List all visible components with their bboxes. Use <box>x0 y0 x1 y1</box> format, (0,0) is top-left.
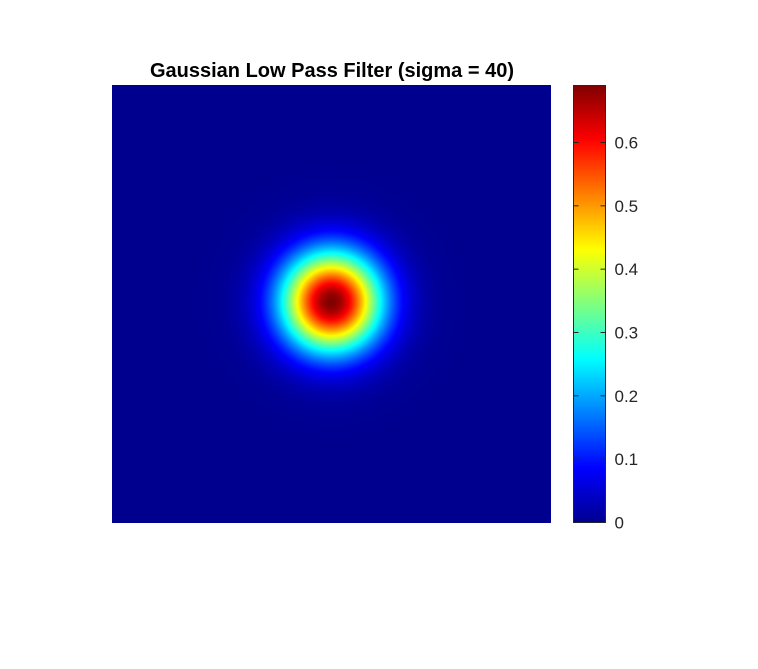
colorbar-tick-label: 0.3 <box>615 324 639 343</box>
heatmap-area <box>112 85 551 523</box>
chart-title: Gaussian Low Pass Filter (sigma = 40) <box>150 60 514 82</box>
colorbar-tick-label: 0.6 <box>615 134 639 153</box>
colorbar-frame <box>573 85 606 523</box>
colorbar-tick-label: 0 <box>615 514 624 533</box>
colorbar-tick-label: 0.4 <box>615 260 639 279</box>
heatmap-image <box>112 85 551 523</box>
colorbar-tick-label: 0.1 <box>615 450 639 469</box>
colorbar-area <box>573 85 606 523</box>
colorbar-gradient <box>573 85 606 523</box>
colorbar-tick-label: 0.2 <box>615 387 639 406</box>
colorbar-tick-label: 0.5 <box>615 197 639 216</box>
colorbar-ticks: 0 0.1 0.2 0.3 0.4 0.5 0.6 <box>573 134 639 533</box>
